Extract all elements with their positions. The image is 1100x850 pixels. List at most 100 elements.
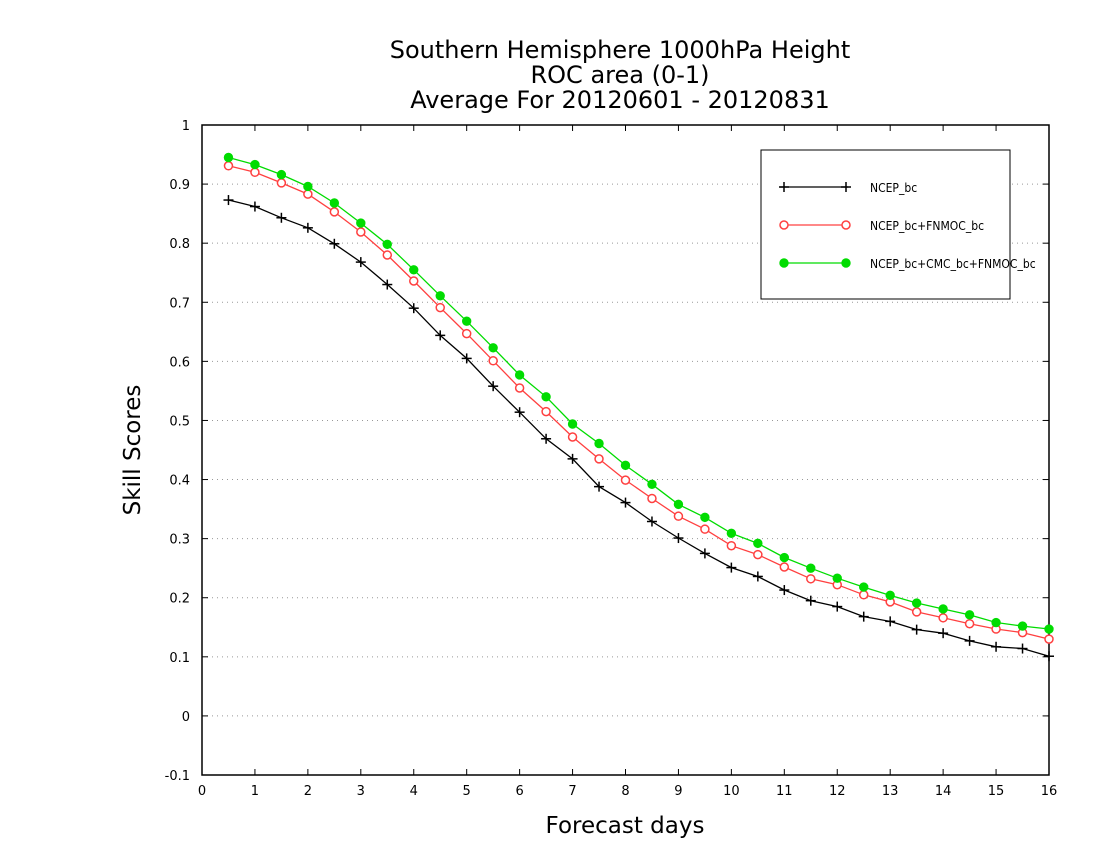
data-point-1-2 bbox=[276, 178, 287, 188]
data-point-0-25 bbox=[885, 616, 896, 627]
data-point-0-30 bbox=[1017, 643, 1028, 654]
legend-label-1: NCEP_bc+FNMOC_bc bbox=[870, 219, 984, 233]
data-point-2-4 bbox=[329, 198, 340, 208]
data-point-1-31 bbox=[1044, 634, 1054, 644]
data-point-0-1 bbox=[249, 201, 260, 212]
data-point-2-11 bbox=[514, 370, 525, 380]
x-tick-label-9: 9 bbox=[674, 784, 682, 799]
data-point-1-12 bbox=[541, 406, 551, 417]
data-point-0-18 bbox=[699, 548, 710, 559]
data-point-2-17 bbox=[673, 499, 684, 510]
data-point-0-10 bbox=[488, 381, 499, 392]
data-point-0-28 bbox=[964, 635, 975, 646]
x-tick-label-5: 5 bbox=[463, 784, 471, 799]
data-point-0-7 bbox=[408, 303, 419, 314]
x-tick-label-6: 6 bbox=[515, 784, 523, 799]
chart-title: Southern Hemisphere 1000hPa Height ROC a… bbox=[390, 36, 850, 114]
title-line-1: Southern Hemisphere 1000hPa Height bbox=[390, 36, 850, 64]
x-tick-label-7: 7 bbox=[568, 784, 576, 799]
x-tick-label-16: 16 bbox=[1041, 784, 1058, 799]
y-tick-label-5: 0.4 bbox=[169, 474, 190, 489]
y-tick-label-1: 0 bbox=[182, 710, 190, 725]
axis-ticks: -0.100.10.20.30.40.50.60.70.80.910 1 2 3 4 5 6… bbox=[165, 119, 1058, 799]
x-tick-label-11: 11 bbox=[776, 784, 793, 799]
data-point-1-3 bbox=[303, 189, 313, 199]
data-point-1-15 bbox=[620, 475, 631, 485]
data-point-2-3 bbox=[303, 181, 313, 192]
data-point-1-4 bbox=[329, 207, 340, 217]
data-point-1-19 bbox=[726, 540, 737, 551]
data-point-0-17 bbox=[673, 533, 684, 544]
legend-label-0: NCEP_bc bbox=[870, 181, 917, 195]
data-point-2-16 bbox=[647, 479, 657, 489]
y-axis-label: Skill Scores bbox=[120, 385, 146, 516]
data-point-1-14 bbox=[594, 454, 604, 464]
y-tick-label-11: 1 bbox=[182, 119, 190, 134]
data-point-1-18 bbox=[700, 524, 710, 534]
y-tick-label-9: 0.8 bbox=[169, 237, 190, 252]
y-tick-label-8: 0.7 bbox=[169, 296, 190, 311]
data-point-0-8 bbox=[435, 330, 446, 341]
data-point-1-1 bbox=[250, 167, 260, 178]
data-point-2-9 bbox=[461, 316, 472, 326]
y-tick-label-6: 0.5 bbox=[169, 414, 190, 429]
data-point-1-5 bbox=[356, 227, 366, 237]
y-tick-label-7: 0.6 bbox=[169, 355, 190, 370]
data-point-0-13 bbox=[567, 453, 578, 464]
data-point-2-8 bbox=[435, 291, 445, 301]
data-point-0-26 bbox=[911, 624, 922, 635]
data-point-1-8 bbox=[435, 302, 445, 313]
x-tick-label-1: 1 bbox=[251, 784, 259, 799]
data-point-2-6 bbox=[382, 239, 392, 250]
data-point-2-24 bbox=[859, 582, 869, 592]
data-point-2-10 bbox=[488, 343, 498, 353]
series-1 bbox=[223, 161, 1054, 644]
data-point-1-22 bbox=[806, 574, 816, 584]
legend-marker-start-1 bbox=[779, 220, 789, 230]
data-point-2-2 bbox=[276, 169, 287, 180]
legend-marker-start-2 bbox=[779, 258, 789, 268]
x-tick-label-14: 14 bbox=[935, 784, 952, 799]
series-2 bbox=[223, 152, 1054, 634]
data-point-1-9 bbox=[461, 328, 472, 339]
data-point-1-28 bbox=[964, 618, 975, 629]
x-tick-label-4: 4 bbox=[410, 784, 418, 799]
legend-label-2: NCEP_bc+CMC_bc+FNMOC_bc bbox=[870, 257, 1036, 271]
data-point-0-0 bbox=[223, 195, 234, 206]
legend: NCEP_bc NCEP_bc+FNMOC_bc NCEP_bc+CMC_bc+FN… bbox=[760, 149, 1036, 300]
x-tick-label-8: 8 bbox=[621, 784, 629, 799]
data-point-1-17 bbox=[673, 511, 684, 521]
data-point-2-23 bbox=[832, 573, 842, 583]
data-point-0-29 bbox=[991, 641, 1002, 652]
data-point-2-28 bbox=[964, 610, 975, 620]
data-point-0-6 bbox=[382, 279, 393, 290]
data-point-1-20 bbox=[753, 549, 763, 560]
series-0 bbox=[223, 195, 1054, 662]
x-tick-label-2: 2 bbox=[304, 784, 312, 799]
x-tick-label-0: 0 bbox=[198, 784, 206, 799]
data-point-2-13 bbox=[567, 419, 578, 429]
series-group bbox=[223, 152, 1054, 662]
data-point-0-31 bbox=[1044, 651, 1054, 662]
data-point-1-16 bbox=[647, 493, 657, 504]
data-point-1-13 bbox=[567, 432, 578, 442]
data-point-1-0 bbox=[223, 161, 234, 171]
data-point-1-21 bbox=[779, 562, 790, 572]
data-point-2-30 bbox=[1017, 621, 1028, 631]
data-point-0-5 bbox=[355, 257, 366, 268]
data-point-1-10 bbox=[488, 356, 498, 366]
x-tick-label-10: 10 bbox=[723, 784, 740, 799]
data-point-2-5 bbox=[356, 218, 366, 228]
data-point-2-18 bbox=[700, 512, 710, 523]
data-point-0-3 bbox=[302, 222, 313, 233]
data-point-2-12 bbox=[541, 392, 551, 402]
data-point-2-25 bbox=[885, 590, 895, 601]
data-point-2-0 bbox=[223, 152, 234, 163]
data-point-1-11 bbox=[514, 383, 525, 393]
data-point-2-29 bbox=[991, 617, 1001, 628]
x-axis-label: Forecast days bbox=[546, 813, 705, 839]
data-point-0-11 bbox=[514, 407, 525, 418]
x-tick-label-12: 12 bbox=[829, 784, 846, 799]
data-point-2-1 bbox=[250, 159, 260, 170]
